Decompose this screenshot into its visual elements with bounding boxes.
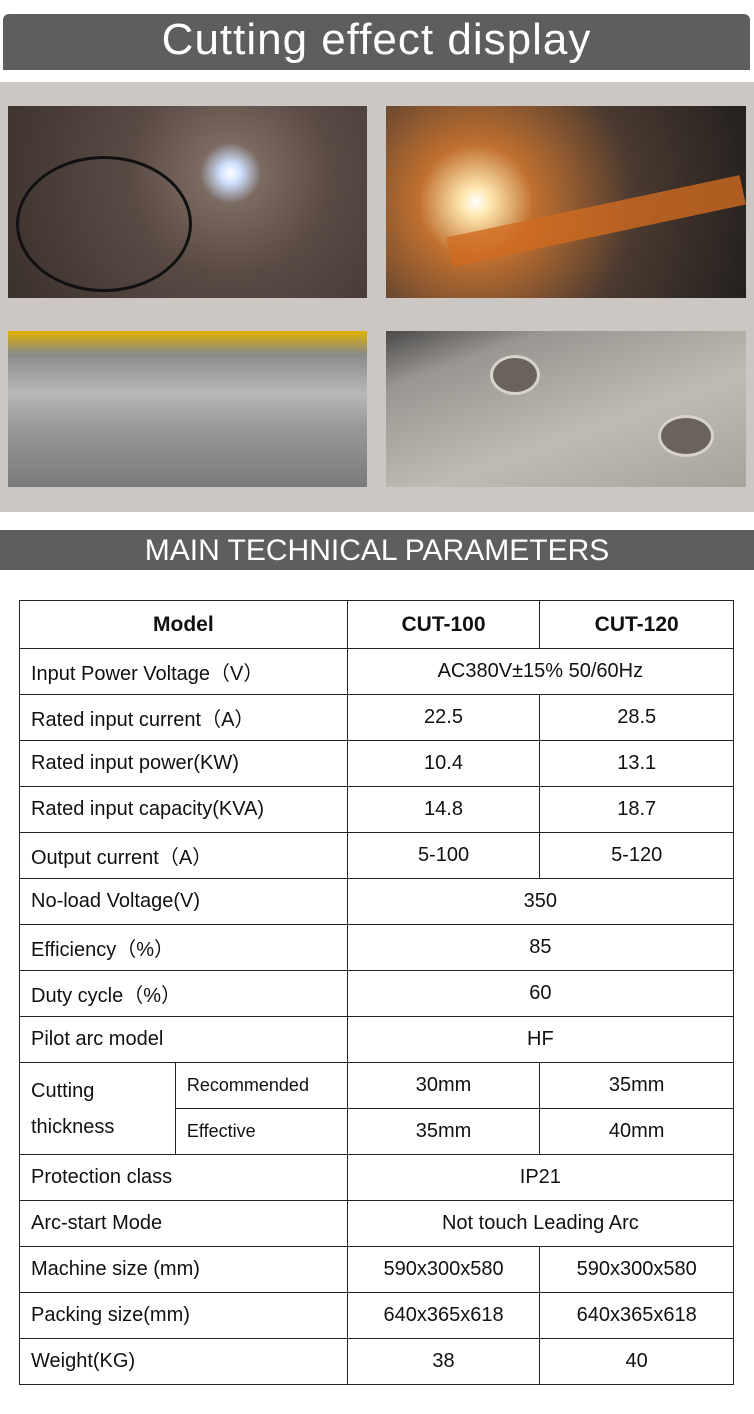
parameter-label: Duty cycle（%） <box>19 970 348 1017</box>
table-row: Rated input current（A） 22.5 28.5 <box>19 694 734 741</box>
parameter-label: Rated input capacity(KVA) <box>19 786 348 833</box>
cut-100-value: 590x300x580 <box>346 1246 541 1293</box>
cut-120-header: CUT-120 <box>539 600 734 649</box>
parameter-value: 60 <box>346 970 735 1017</box>
parameter-label: Protection class <box>19 1154 348 1201</box>
cut-120-value: 28.5 <box>539 694 734 741</box>
table-row: Rated input capacity(KVA) 14.8 18.7 <box>19 786 734 833</box>
parameters-table: Model CUT-100 CUT-120 Input Power Voltag… <box>19 600 735 1385</box>
cut-100-value: 5-100 <box>346 832 541 879</box>
technical-parameters-header: MAIN TECHNICAL PARAMETERS <box>0 530 754 570</box>
table-row: Protection class IP21 <box>19 1154 735 1201</box>
sparks-cutting-photo <box>386 106 746 298</box>
cut-120-value: 40 <box>539 1338 734 1385</box>
cut-100-value: 38 <box>346 1338 541 1385</box>
cut-120-value: 5-120 <box>539 832 734 879</box>
cutting-thickness-label: Cutting thickness <box>19 1062 176 1155</box>
parameter-label: Efficiency（%） <box>19 924 348 971</box>
table-row: Efficiency（%） 85 <box>19 924 735 971</box>
recommended-label: Recommended <box>174 1062 348 1109</box>
effective-cut120: 40mm <box>539 1108 734 1155</box>
parameter-label: No-load Voltage(V) <box>19 878 348 925</box>
cut-100-value: 640x365x618 <box>346 1292 541 1339</box>
table-row: Duty cycle（%） 60 <box>19 970 735 1017</box>
cut-120-value: 13.1 <box>539 740 734 787</box>
photo-gallery <box>0 82 754 512</box>
table-row: Packing size(mm) 640x365x618 640x365x618 <box>19 1292 734 1339</box>
parameter-label: Arc-start Mode <box>19 1200 348 1247</box>
table-row: Arc-start Mode Not touch Leading Arc <box>19 1200 735 1247</box>
flange-holes-photo <box>386 331 746 487</box>
parameter-label: Input Power Voltage（V） <box>19 648 348 695</box>
parameter-label: Packing size(mm) <box>19 1292 348 1339</box>
parameter-value: 85 <box>346 924 735 971</box>
circle-cutting-photo <box>8 106 367 298</box>
parameter-value: 350 <box>346 878 735 925</box>
recommended-cut120: 35mm <box>539 1062 734 1109</box>
parameter-value: AC380V±15% 50/60Hz <box>346 648 735 695</box>
cut-120-value: 640x365x618 <box>539 1292 734 1339</box>
table-row: Output current（A） 5-100 5-120 <box>19 832 734 879</box>
parameter-label: Rated input power(KW) <box>19 740 348 787</box>
thick-plate-cut-photo <box>8 331 367 487</box>
table-row: No-load Voltage(V) 350 <box>19 878 735 925</box>
parameter-value: IP21 <box>346 1154 735 1201</box>
parameter-label: Output current（A） <box>19 832 348 879</box>
table-row: Machine size (mm) 590x300x580 590x300x580 <box>19 1246 734 1293</box>
effective-label: Effective <box>174 1108 348 1155</box>
cut-100-value: 22.5 <box>346 694 541 741</box>
parameter-label: Rated input current（A） <box>19 694 348 741</box>
cut-100-value: 14.8 <box>346 786 541 833</box>
cut-120-value: 18.7 <box>539 786 734 833</box>
table-row: Weight(KG) 38 40 <box>19 1338 734 1385</box>
table-row: Pilot arc model HF <box>19 1016 735 1063</box>
cutting-effect-header: Cutting effect display <box>3 14 750 70</box>
parameter-label: Machine size (mm) <box>19 1246 348 1293</box>
table-row: Cutting thickness Recommended 30mm 35mm <box>19 1062 734 1155</box>
parameter-label: Pilot arc model <box>19 1016 348 1063</box>
parameter-value: Not touch Leading Arc <box>346 1200 735 1247</box>
model-header: Model <box>19 600 348 649</box>
cut-100-header: CUT-100 <box>346 600 541 649</box>
cut-120-value: 590x300x580 <box>539 1246 734 1293</box>
effective-cut100: 35mm <box>346 1108 541 1155</box>
parameter-value: HF <box>346 1016 735 1063</box>
table-row: Effective 35mm 40mm <box>20 1108 734 1155</box>
parameter-label: Weight(KG) <box>19 1338 348 1385</box>
table-header-row: Model CUT-100 CUT-120 <box>19 600 734 649</box>
table-row: Input Power Voltage（V） AC380V±15% 50/60Hz <box>19 648 735 695</box>
cut-100-value: 10.4 <box>346 740 541 787</box>
recommended-cut100: 30mm <box>346 1062 541 1109</box>
table-row: Rated input power(KW) 10.4 13.1 <box>19 740 734 787</box>
